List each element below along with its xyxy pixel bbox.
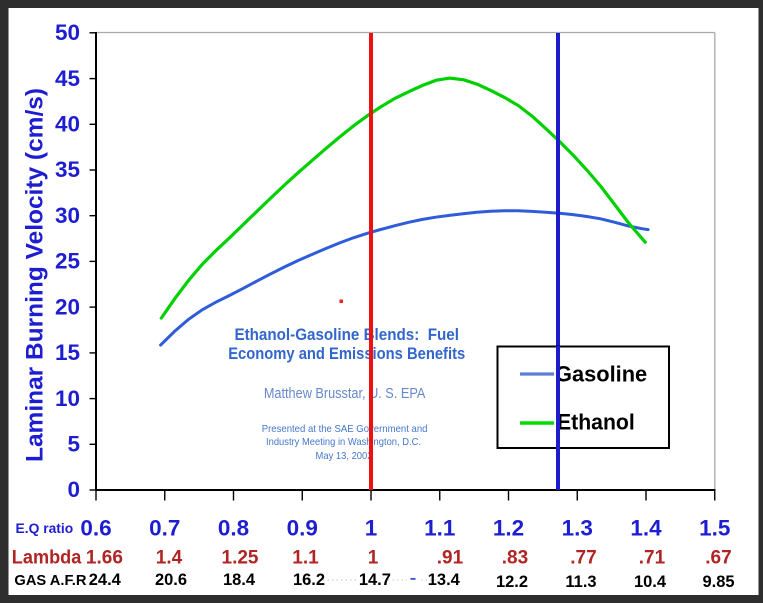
- svg-text:30: 30: [55, 203, 80, 228]
- svg-text:Ethanol-Gasoline Blends: Fuel: Ethanol-Gasoline Blends: Fuel: [234, 325, 459, 344]
- svg-text:Presented at the SAE Governmen: Presented at the SAE Government and: [262, 423, 428, 435]
- svg-text:Lambda: Lambda: [12, 547, 82, 569]
- svg-text:20.6: 20.6: [155, 571, 187, 589]
- svg-text:Matthew Brusstar, U. S. EPA: Matthew Brusstar, U. S. EPA: [264, 386, 426, 402]
- svg-text:.83: .83: [502, 548, 528, 569]
- svg-text:0: 0: [67, 477, 80, 502]
- svg-text:0.8: 0.8: [218, 516, 249, 541]
- svg-text:12.2: 12.2: [496, 573, 528, 591]
- svg-text:10.4: 10.4: [634, 573, 667, 591]
- svg-text:1: 1: [365, 516, 378, 541]
- svg-text:Gasoline: Gasoline: [555, 362, 647, 387]
- svg-text:14.7: 14.7: [359, 571, 391, 589]
- svg-text:Ethanol: Ethanol: [557, 410, 635, 435]
- svg-text:0.6: 0.6: [80, 516, 111, 541]
- svg-text:1: 1: [368, 548, 379, 569]
- svg-text:1.66: 1.66: [86, 548, 123, 569]
- svg-text:.71: .71: [639, 548, 666, 569]
- svg-text:35: 35: [55, 157, 80, 182]
- svg-text:11.3: 11.3: [565, 573, 596, 591]
- svg-text:Economy and Emissions Benefits: Economy and Emissions Benefits: [228, 344, 465, 363]
- svg-text:13.4: 13.4: [428, 571, 461, 589]
- svg-text:1.3: 1.3: [562, 516, 593, 541]
- svg-text:1.5: 1.5: [699, 516, 730, 541]
- svg-text:25: 25: [55, 249, 80, 274]
- svg-text:5: 5: [67, 432, 80, 457]
- svg-text:0.7: 0.7: [149, 516, 180, 541]
- svg-text:50: 50: [55, 20, 80, 45]
- svg-text:Laminar Burning Velocity (cm/s: Laminar Burning Velocity (cm/s): [22, 88, 49, 462]
- svg-text:24.4: 24.4: [89, 571, 122, 589]
- svg-text:.91: .91: [437, 548, 464, 569]
- svg-text:May 13, 2002: May 13, 2002: [316, 450, 373, 462]
- svg-text:E.Q ratio: E.Q ratio: [16, 520, 74, 536]
- svg-text:1.25: 1.25: [222, 548, 259, 569]
- svg-text:1.1: 1.1: [292, 548, 319, 569]
- svg-text:1.1: 1.1: [424, 516, 455, 541]
- svg-text:20: 20: [55, 294, 80, 319]
- svg-text:40: 40: [55, 112, 80, 137]
- svg-text:0.9: 0.9: [287, 516, 318, 541]
- svg-text:45: 45: [55, 66, 80, 91]
- svg-text:16.2: 16.2: [293, 571, 325, 589]
- svg-text:.77: .77: [570, 548, 596, 569]
- svg-text:15: 15: [55, 340, 80, 365]
- svg-text:.67: .67: [705, 548, 731, 569]
- svg-text:1.4: 1.4: [156, 548, 183, 569]
- svg-text:10: 10: [55, 386, 80, 411]
- svg-text:1.2: 1.2: [493, 516, 524, 541]
- svg-text:Industry Meeting in Washington: Industry Meeting in Washington, D.C.: [266, 436, 421, 448]
- svg-text:9.85: 9.85: [702, 573, 734, 591]
- svg-text:1.4: 1.4: [630, 516, 662, 541]
- svg-text:18.4: 18.4: [223, 571, 256, 589]
- svg-text:GAS A.F.R: GAS A.F.R: [14, 572, 86, 589]
